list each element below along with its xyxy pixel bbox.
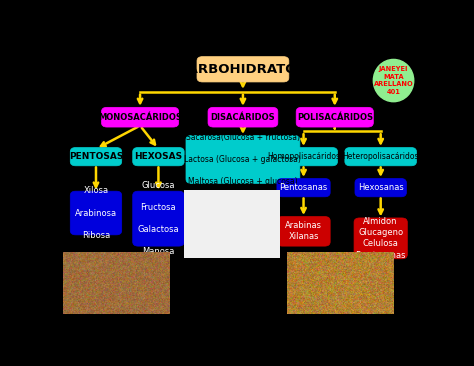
FancyBboxPatch shape xyxy=(277,179,330,197)
Text: Homopolisacáridos: Homopolisacáridos xyxy=(267,152,340,161)
Text: JANEYEI
MATA
ARELLANO
401: JANEYEI MATA ARELLANO 401 xyxy=(374,66,413,95)
FancyBboxPatch shape xyxy=(354,218,407,259)
FancyBboxPatch shape xyxy=(133,147,184,166)
FancyBboxPatch shape xyxy=(197,57,289,82)
FancyBboxPatch shape xyxy=(70,147,122,166)
FancyBboxPatch shape xyxy=(296,107,374,127)
Text: Arabinas
Xilanas: Arabinas Xilanas xyxy=(285,221,322,242)
FancyBboxPatch shape xyxy=(270,147,337,166)
Text: Almidon
Glucageno
Celulosa
Fructosanas: Almidon Glucageno Celulosa Fructosanas xyxy=(356,217,406,259)
Text: MONOSACÁRIDOS: MONOSACÁRIDOS xyxy=(98,113,182,122)
Text: DISACÁRIDOS: DISACÁRIDOS xyxy=(210,113,275,122)
Text: Hexosanas: Hexosanas xyxy=(358,183,403,192)
FancyBboxPatch shape xyxy=(101,107,179,127)
Text: Pentosanas: Pentosanas xyxy=(279,183,328,192)
Text: PENTOSAS: PENTOSAS xyxy=(69,152,123,161)
FancyBboxPatch shape xyxy=(70,191,122,235)
Text: Xilosa

Arabinosa

Ribosa: Xilosa Arabinosa Ribosa xyxy=(75,186,117,240)
Text: Glucosa

Fructosa

Galactosa

Manosa: Glucosa Fructosa Galactosa Manosa xyxy=(137,181,179,257)
Text: CARBOHIDRATOS: CARBOHIDRATOS xyxy=(179,63,307,76)
Text: Sacarosa(Glucosa + fructosa)

Lactosa (Glucosa + galactosa)

Maltosa (Glucosa + : Sacarosa(Glucosa + fructosa) Lactosa (Gl… xyxy=(184,133,301,186)
Ellipse shape xyxy=(374,59,414,102)
FancyBboxPatch shape xyxy=(345,147,417,166)
FancyBboxPatch shape xyxy=(133,191,184,246)
FancyBboxPatch shape xyxy=(208,107,278,127)
FancyBboxPatch shape xyxy=(186,135,300,183)
Text: POLISACÁRIDOS: POLISACÁRIDOS xyxy=(297,113,373,122)
Text: Heteropolisacáridos: Heteropolisacáridos xyxy=(342,152,419,161)
FancyBboxPatch shape xyxy=(355,179,406,197)
Text: HEXOSAS: HEXOSAS xyxy=(134,152,182,161)
FancyBboxPatch shape xyxy=(277,217,330,246)
